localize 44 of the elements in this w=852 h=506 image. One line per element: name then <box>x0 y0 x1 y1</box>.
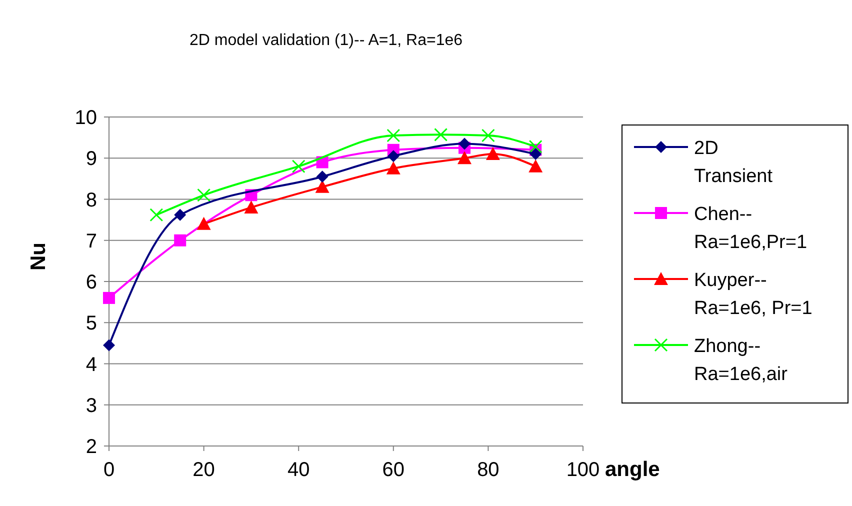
x-tick-label: 60 <box>382 459 405 481</box>
point <box>434 128 448 142</box>
point <box>103 292 115 304</box>
y-tick-label: 3 <box>86 394 97 417</box>
point <box>386 161 400 174</box>
legend-label: Zhong--Ra=1e6,air <box>694 336 788 385</box>
y-tick-label: 7 <box>86 230 97 252</box>
x-tick-label: 0 <box>103 459 115 481</box>
point <box>292 160 306 174</box>
y-tick-label: 4 <box>86 354 97 376</box>
x-tick-label: 40 <box>287 459 310 481</box>
y-tick-label: 5 <box>86 312 97 335</box>
point <box>530 148 542 160</box>
x-tick-label: 100 <box>566 459 600 481</box>
y-tick-label: 10 <box>74 107 97 129</box>
point <box>315 180 330 193</box>
point <box>458 138 470 150</box>
x-axis-title: angle <box>605 458 660 481</box>
y-axis-title: Nu <box>27 242 50 270</box>
point <box>244 200 258 214</box>
point <box>481 128 495 142</box>
y-tick-label: 6 <box>86 272 97 294</box>
x-tick-label: 20 <box>192 459 215 481</box>
point <box>174 208 186 221</box>
legend-label: Kuyper--Ra=1e6, Pr=1 <box>694 270 812 319</box>
point <box>458 151 472 164</box>
point <box>528 159 543 172</box>
point <box>528 140 542 154</box>
y-tick-label: 8 <box>86 189 97 212</box>
point <box>386 128 400 142</box>
point <box>316 170 328 183</box>
point <box>486 147 500 160</box>
chart-title: 2D model validation (1)-- A=1, Ra=1e6 <box>189 32 463 49</box>
point <box>196 216 211 230</box>
point <box>174 234 186 246</box>
point <box>150 208 164 222</box>
point <box>197 188 211 202</box>
legend-label: Chen--Ra=1e6,Pr=1 <box>694 204 808 253</box>
y-tick-label: 9 <box>86 148 97 170</box>
legend-label: 2D Transient <box>694 138 774 187</box>
point <box>387 150 400 162</box>
point <box>103 339 115 352</box>
x-tick-label: 80 <box>477 459 500 481</box>
y-tick-label: 2 <box>86 436 97 458</box>
